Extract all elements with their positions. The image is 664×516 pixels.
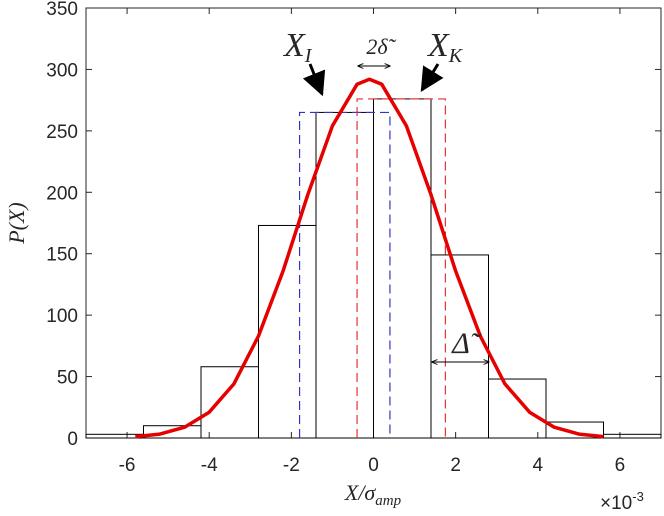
- y-tick-label: 150: [46, 245, 78, 266]
- annotation-xk-sub: K: [448, 45, 464, 67]
- y-tick-label: 200: [46, 183, 78, 204]
- x-axis-label-sub: amp: [375, 493, 401, 509]
- x-exponent-power: -3: [632, 489, 644, 504]
- x-exponent-base: ×10: [600, 493, 632, 514]
- annotation-xk: XK: [426, 27, 464, 67]
- histogram-bar: [545, 421, 604, 439]
- x-axis-label-main: X/σ: [344, 480, 377, 505]
- arrow: [302, 63, 326, 97]
- y-tick-label: 250: [46, 122, 78, 143]
- x-tick-label: 2: [450, 455, 461, 476]
- dashed-box: [298, 111, 391, 438]
- y-tick-label: 300: [46, 60, 78, 81]
- x-tick-label: 0: [368, 455, 379, 476]
- dashed-box: [356, 98, 446, 438]
- y-tick-label: 350: [46, 0, 78, 20]
- fit-curve: [135, 77, 604, 439]
- histogram-bar: [430, 254, 489, 439]
- annotation-xi-main: X: [282, 27, 306, 64]
- x-tick-label: 6: [615, 455, 626, 476]
- annotation-xi: XI: [282, 27, 313, 67]
- histogram-bar: [488, 378, 547, 439]
- annotation-xk-main: X: [426, 27, 450, 64]
- x-tick-label: -6: [119, 455, 136, 476]
- arrow: [420, 63, 444, 93]
- annotation-xi-sub: I: [304, 45, 313, 67]
- y-tick-label: 0: [67, 429, 78, 450]
- x-tick-label: -4: [201, 455, 218, 476]
- y-axis-label: P(X): [4, 202, 29, 245]
- y-tick-label: 100: [46, 306, 78, 327]
- x-tick-label: -2: [283, 455, 300, 476]
- y-tick-label: 50: [57, 368, 78, 389]
- x-tick-label: 4: [532, 455, 543, 476]
- x-axis-label: X/σamp: [344, 480, 402, 509]
- x-exponent: ×10-3: [600, 489, 644, 514]
